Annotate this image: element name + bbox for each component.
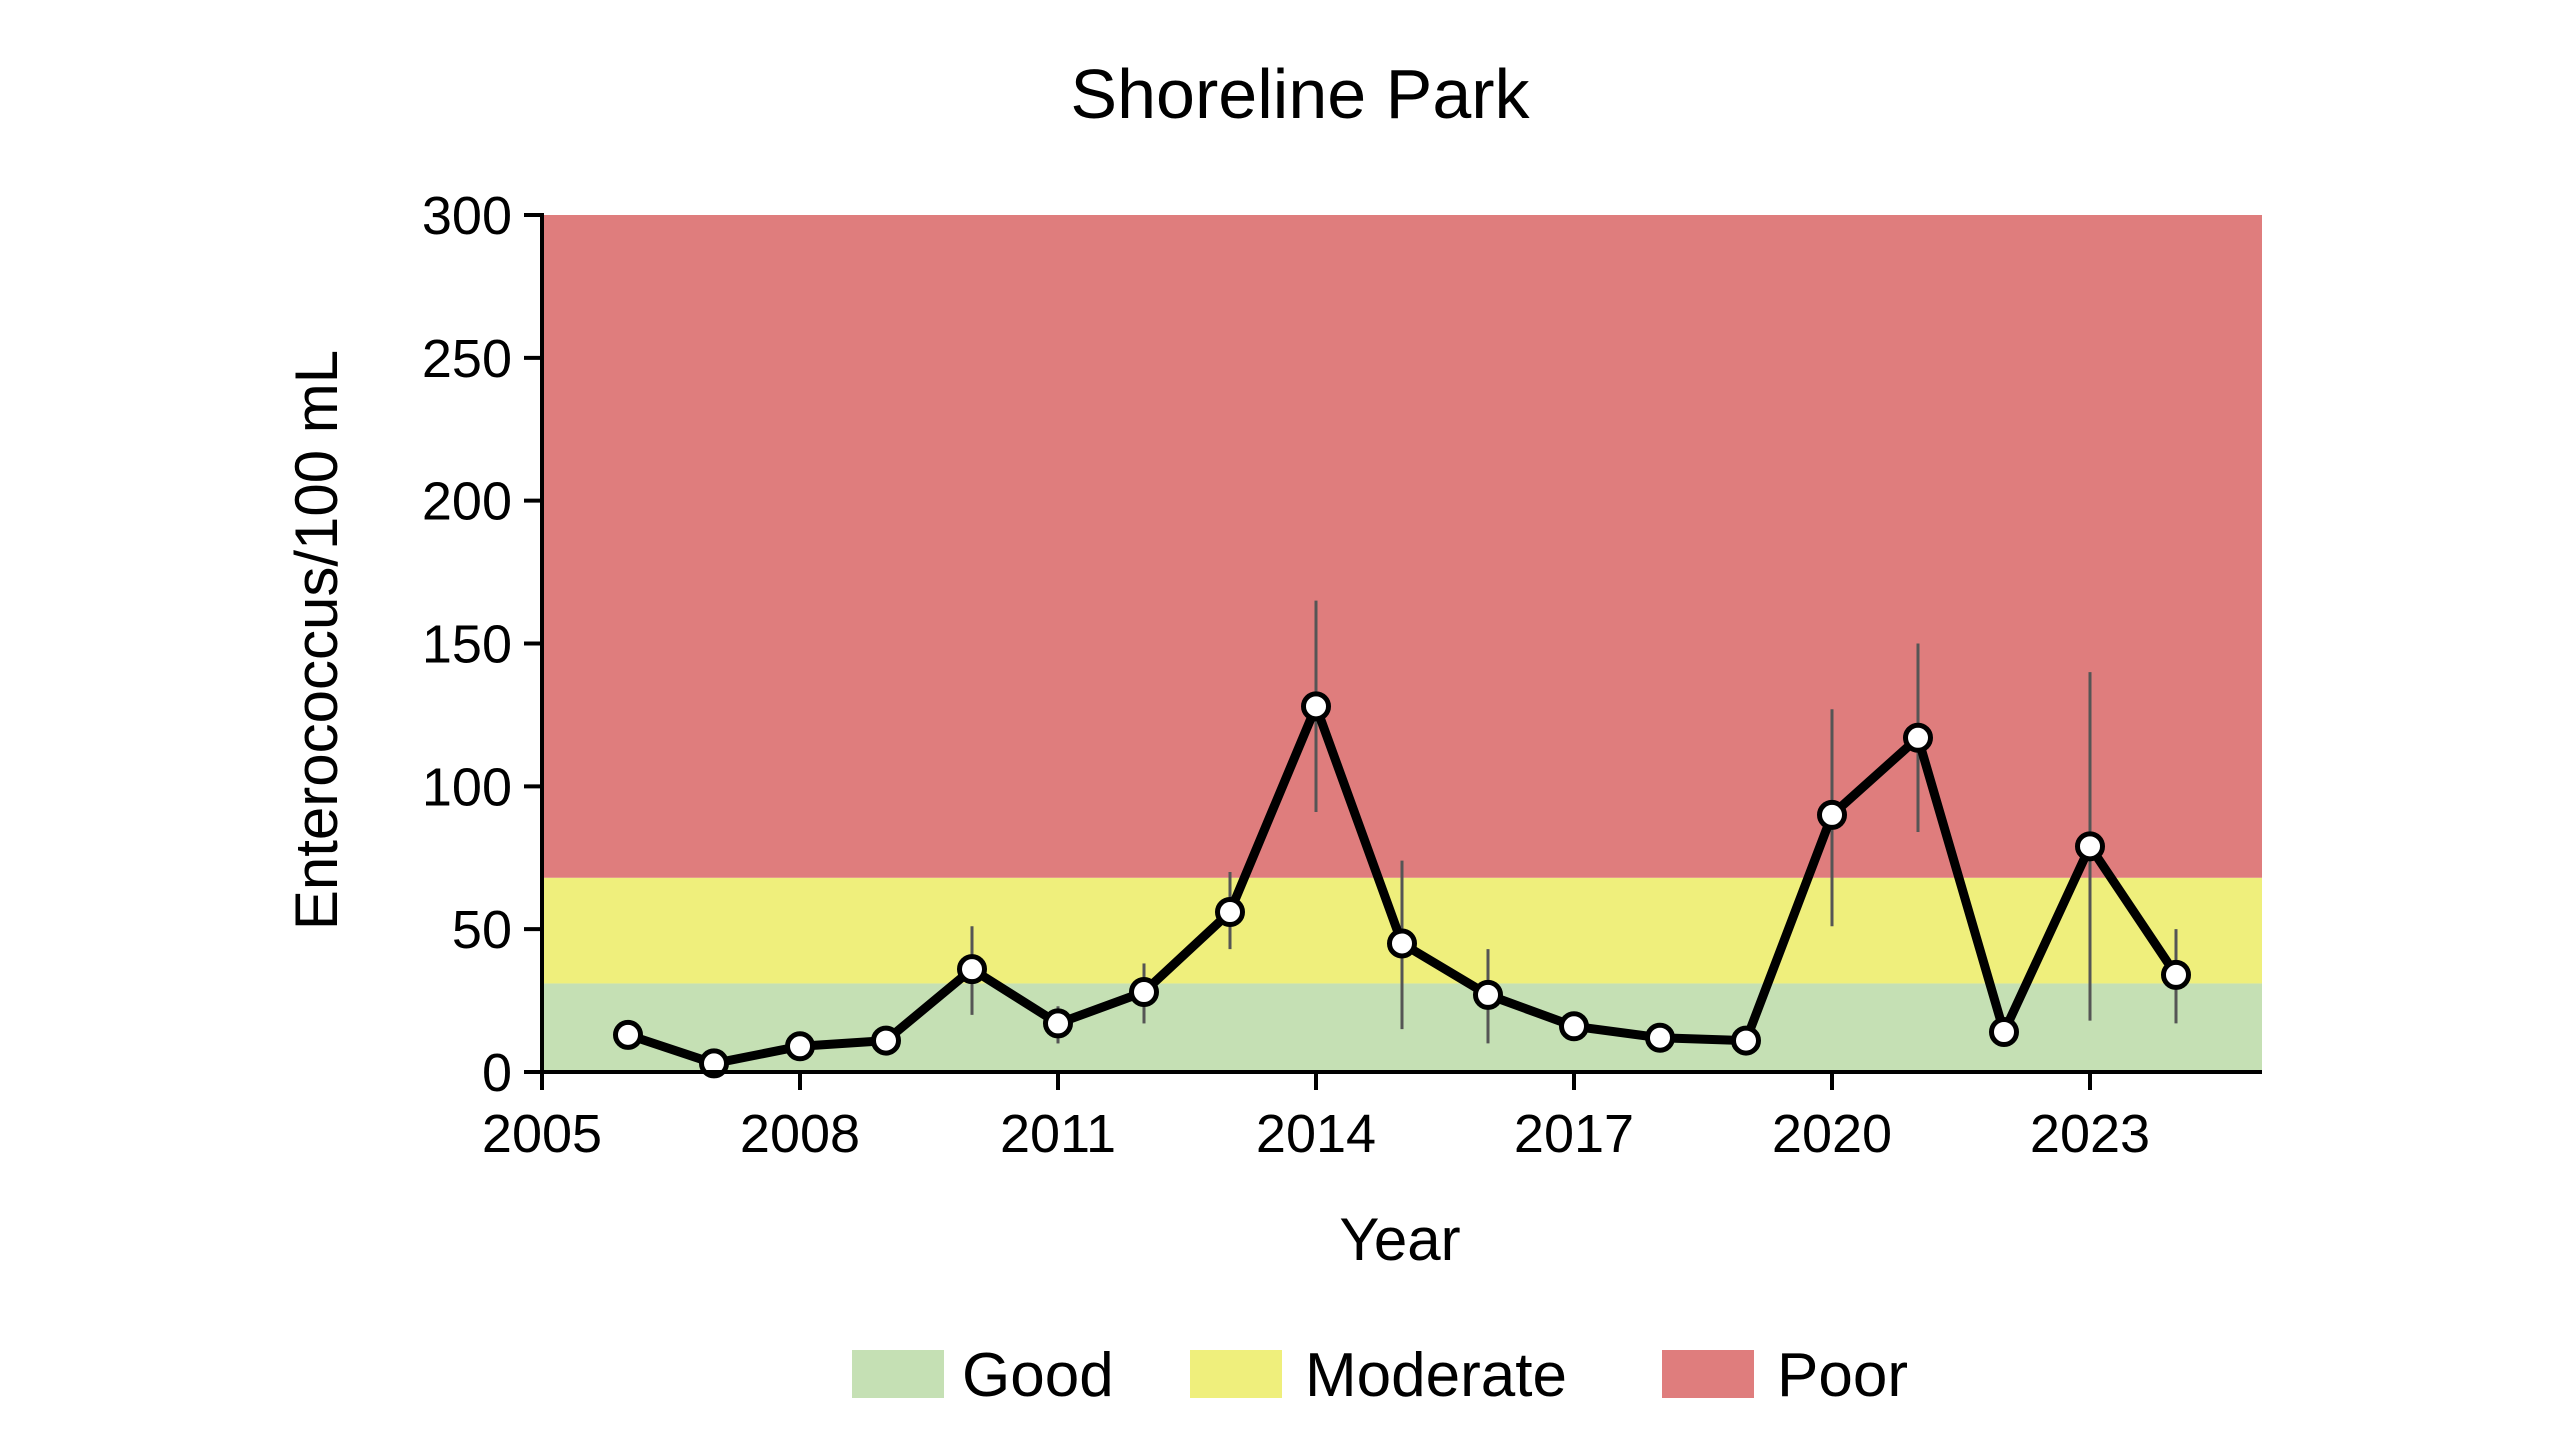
data-point	[1215, 897, 1245, 928]
legend-swatch-moderate	[1190, 1350, 1282, 1398]
data-series	[613, 691, 2191, 1079]
legend-swatch-good	[852, 1350, 944, 1398]
x-axis-label: Year	[1339, 1206, 1460, 1273]
data-point	[1989, 1017, 2019, 1048]
x-tick-label: 2011	[1000, 1104, 1116, 1164]
legend-label-poor: Poor	[1777, 1341, 1908, 1410]
y-tick-label: 300	[422, 186, 512, 246]
y-tick-label: 50	[452, 900, 512, 960]
data-point	[2161, 959, 2191, 990]
legend-label-moderate: Moderate	[1305, 1341, 1567, 1410]
data-point	[1731, 1025, 1761, 1056]
y-axis-ticks: 0 50 100 150 200 250 300	[422, 186, 542, 1103]
x-tick-label: 2008	[740, 1104, 860, 1164]
y-tick-label: 200	[422, 472, 512, 532]
data-point	[1129, 977, 1159, 1008]
data-point	[1903, 722, 1933, 753]
data-point	[785, 1031, 815, 1062]
data-point	[613, 1019, 643, 1050]
data-point	[1817, 799, 1847, 830]
band-poor	[542, 215, 2262, 878]
x-tick-label: 2017	[1514, 1104, 1634, 1164]
data-point	[699, 1048, 729, 1079]
data-point	[1387, 928, 1417, 959]
legend-swatch-poor	[1662, 1350, 1754, 1398]
y-tick-label: 0	[482, 1043, 512, 1103]
data-point	[1473, 979, 1503, 1010]
x-tick-label: 2023	[2030, 1104, 2150, 1164]
data-point	[1559, 1011, 1589, 1042]
data-point	[1043, 1008, 1073, 1039]
x-tick-label: 2014	[1256, 1104, 1376, 1164]
x-tick-label: 2005	[482, 1104, 602, 1164]
y-tick-label: 150	[422, 615, 512, 675]
y-tick-label: 100	[422, 757, 512, 817]
data-point	[871, 1025, 901, 1056]
data-point	[2075, 831, 2105, 862]
chart-title: Shoreline Park	[1070, 55, 1530, 133]
x-tick-label: 2020	[1772, 1104, 1892, 1164]
legend: Good Moderate Poor	[852, 1341, 1908, 1410]
y-tick-label: 250	[422, 329, 512, 389]
data-point	[1301, 691, 1331, 722]
data-point	[1645, 1022, 1675, 1053]
data-point	[957, 954, 987, 985]
x-axis-ticks: 2005 2008 2011 2014 2017 2020 2023	[482, 1072, 2150, 1164]
y-axis-label: Enterococcus/100 mL	[283, 350, 350, 930]
legend-label-good: Good	[962, 1341, 1114, 1410]
